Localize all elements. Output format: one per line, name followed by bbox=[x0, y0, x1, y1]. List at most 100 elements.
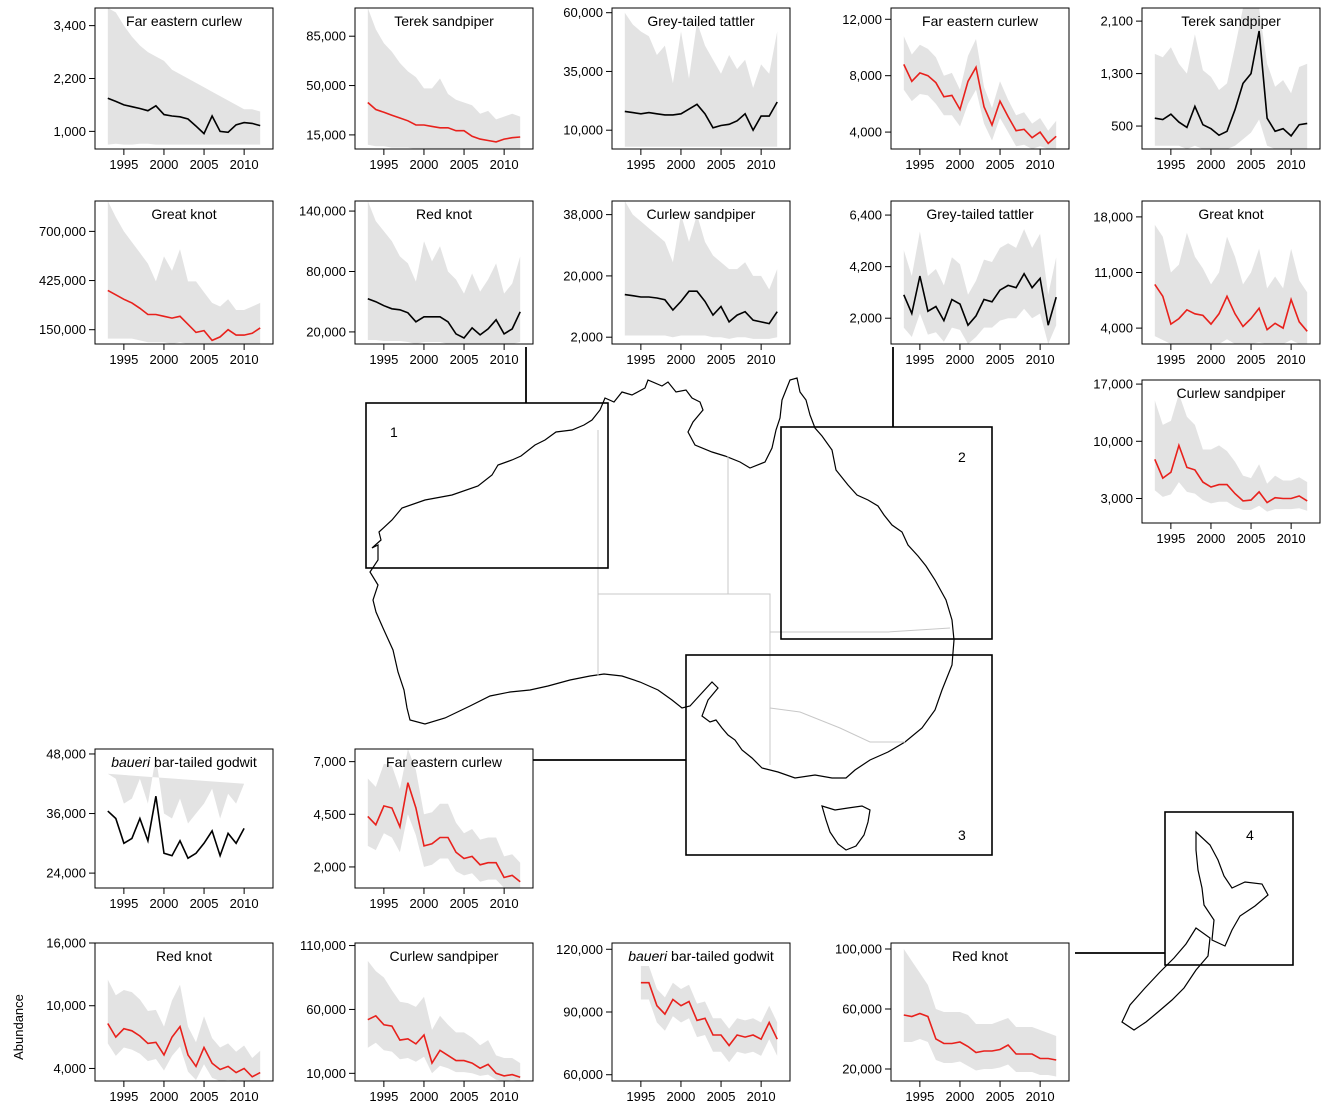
x-tick-label: 2005 bbox=[986, 157, 1015, 172]
y-tick-label: 3,400 bbox=[53, 18, 86, 33]
y-tick-label: 1,000 bbox=[53, 124, 86, 139]
ci-band bbox=[367, 8, 521, 149]
y-tick-label: 60,000 bbox=[563, 1067, 603, 1082]
series-line bbox=[367, 782, 521, 883]
region-label-3: 3 bbox=[958, 827, 966, 843]
x-tick-label: 2000 bbox=[945, 352, 974, 367]
panel-title: Curlew sandpiper bbox=[390, 948, 499, 964]
y-tick-label: 18,000 bbox=[1093, 209, 1133, 224]
series-line bbox=[107, 97, 261, 135]
x-tick-label: 2010 bbox=[490, 896, 519, 911]
ci-band bbox=[107, 201, 261, 344]
series-line bbox=[640, 981, 778, 1047]
y-tick-label: 110,000 bbox=[300, 938, 346, 953]
x-tick-label: 1995 bbox=[109, 352, 138, 367]
x-tick-label: 2010 bbox=[490, 157, 519, 172]
panel-14-red-knot: Red knot 4,000 10,000 16,000 1995 2000 2005 201… bbox=[46, 936, 274, 1104]
x-tick-label: 2000 bbox=[409, 352, 438, 367]
y-tick-label: 24,000 bbox=[46, 866, 86, 881]
y-tick-label: 150,000 bbox=[39, 322, 86, 337]
panel-title: Grey-tailed tattler bbox=[647, 13, 755, 29]
panel-title: Red knot bbox=[156, 948, 212, 964]
y-tick-label: 8,000 bbox=[849, 68, 882, 83]
y-tick-label: 4,200 bbox=[849, 259, 882, 274]
y-tick-label: 35,000 bbox=[563, 64, 603, 79]
series-line bbox=[367, 101, 521, 143]
x-tick-label: 2010 bbox=[230, 157, 259, 172]
x-tick-label: 1995 bbox=[1156, 157, 1185, 172]
ci-band bbox=[1154, 8, 1308, 149]
plot-frame bbox=[890, 200, 1070, 345]
ci-band bbox=[367, 201, 521, 344]
plot-frame bbox=[94, 200, 274, 345]
ci-band bbox=[107, 979, 261, 1081]
x-tick-label: 2000 bbox=[1196, 352, 1225, 367]
panel-title: Curlew sandpiper bbox=[1177, 385, 1286, 401]
plot-frame bbox=[1141, 379, 1321, 524]
series-line bbox=[1154, 30, 1308, 138]
y-tick-label: 2,000 bbox=[313, 859, 346, 874]
connector-lines bbox=[525, 347, 1165, 954]
australia-nz-map: 1 2 3 4 bbox=[365, 347, 1294, 1031]
panel-title: Far eastern curlew bbox=[386, 754, 503, 770]
y-tick-label: 10,000 bbox=[1093, 434, 1133, 449]
y-tick-label: 20,000 bbox=[842, 1062, 882, 1077]
x-tick-label: 1995 bbox=[369, 1089, 398, 1104]
y-tick-label: 80,000 bbox=[306, 264, 346, 279]
new-zealand-outline bbox=[1121, 830, 1269, 1031]
y-tick-label: 16,000 bbox=[46, 936, 86, 951]
y-tick-label: 60,000 bbox=[842, 1002, 882, 1017]
x-tick-label: 2005 bbox=[707, 352, 736, 367]
x-tick-label: 1995 bbox=[109, 1089, 138, 1104]
x-tick-label: 1995 bbox=[905, 1089, 934, 1104]
region-box-3 bbox=[685, 654, 993, 856]
x-tick-label: 2005 bbox=[190, 896, 219, 911]
tasmania-outline bbox=[821, 805, 871, 851]
x-tick-label: 2005 bbox=[707, 1089, 736, 1104]
x-tick-label: 2005 bbox=[986, 352, 1015, 367]
x-tick-label: 2010 bbox=[230, 1089, 259, 1104]
y-tick-label: 20,000 bbox=[306, 324, 346, 339]
x-tick-label: 2000 bbox=[149, 1089, 178, 1104]
plot-frame bbox=[94, 748, 274, 889]
y-tick-label: 120,000 bbox=[556, 942, 603, 957]
panel-1-far-eastern-curlew: Far eastern curlew 1,000 2,200 3,400 1995 200… bbox=[53, 7, 274, 172]
y-tick-label: 2,000 bbox=[849, 311, 882, 326]
ci-band bbox=[903, 36, 1057, 150]
region-label-1: 1 bbox=[390, 424, 398, 440]
region-box-4 bbox=[1164, 811, 1294, 966]
y-tick-label: 50,000 bbox=[306, 78, 346, 93]
series-line bbox=[107, 1023, 261, 1078]
y-tick-label: 500 bbox=[1111, 119, 1133, 134]
panel-title: baueri bar-tailed godwit bbox=[111, 754, 257, 770]
x-tick-label: 2000 bbox=[149, 352, 178, 367]
series-line bbox=[107, 289, 261, 342]
series-line bbox=[903, 1012, 1057, 1061]
series-line bbox=[624, 101, 778, 132]
panel-11-curlew-sandpiper: Curlew sandpiper 3,000 10,000 17,000 1995 200… bbox=[1093, 377, 1321, 546]
x-tick-label: 2000 bbox=[666, 157, 695, 172]
x-tick-label: 2005 bbox=[707, 157, 736, 172]
x-tick-label: 2005 bbox=[190, 1089, 219, 1104]
plot-frame bbox=[354, 748, 534, 889]
x-tick-label: 2000 bbox=[945, 1089, 974, 1104]
plot-frame bbox=[1141, 7, 1321, 150]
panel-title: Curlew sandpiper bbox=[647, 206, 756, 222]
y-tick-label: 2,200 bbox=[53, 71, 86, 86]
x-tick-label: 2010 bbox=[1277, 157, 1306, 172]
y-tick-label: 90,000 bbox=[563, 1005, 603, 1020]
x-tick-label: 2000 bbox=[666, 1089, 695, 1104]
x-tick-label: 2000 bbox=[1196, 531, 1225, 546]
x-tick-label: 2010 bbox=[1277, 352, 1306, 367]
ci-band bbox=[624, 12, 778, 147]
panel-3-grey-tailed-tattler: Grey-tailed tattler 10,000 35,000 60,000 199… bbox=[563, 5, 791, 172]
panel-12-baueri-bar-tailed-godwit: baueri bar-tailed godwit 24,000 36,000 48,0… bbox=[46, 0, 274, 911]
ci-band bbox=[640, 966, 778, 1063]
x-tick-label: 2000 bbox=[945, 157, 974, 172]
y-tick-label: 6,400 bbox=[849, 208, 882, 223]
panel-title: Grey-tailed tattler bbox=[926, 206, 1034, 222]
x-tick-label: 1995 bbox=[905, 157, 934, 172]
panel-10-great-knot: Great knot 4,000 11,000 18,000 1995 2000 2005 2… bbox=[1093, 200, 1321, 367]
ci-band bbox=[1154, 393, 1308, 512]
x-tick-label: 1995 bbox=[1156, 531, 1185, 546]
